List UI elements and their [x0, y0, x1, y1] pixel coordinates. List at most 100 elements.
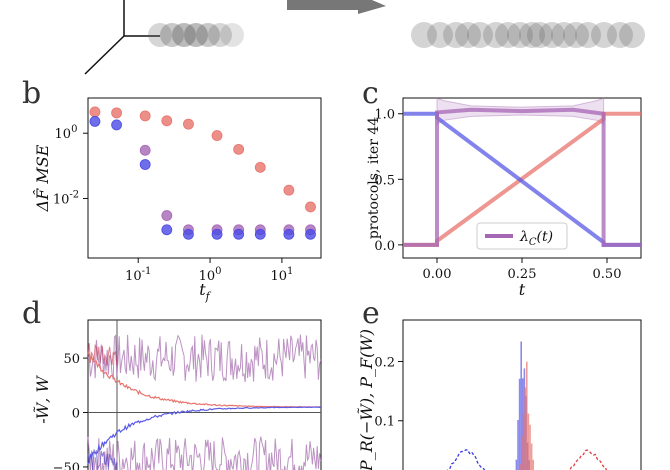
histogram-bar — [520, 341, 522, 470]
particle — [551, 22, 577, 48]
histogram-bar — [522, 413, 525, 470]
panel-a-fragment — [84, 0, 645, 75]
data-point — [161, 210, 173, 221]
histogram-bar — [515, 459, 518, 470]
particle — [455, 22, 481, 48]
particle — [160, 23, 184, 47]
particle — [575, 22, 601, 48]
data-point — [283, 184, 295, 196]
x-tick-label: 101 — [270, 266, 293, 284]
data-point — [89, 106, 101, 118]
particle — [495, 22, 521, 48]
histogram-bar — [521, 435, 523, 470]
histogram-bar — [527, 413, 530, 470]
particle — [427, 22, 453, 48]
particle — [607, 22, 633, 48]
histogram-bar — [529, 424, 531, 470]
histogram-bar — [530, 443, 533, 470]
histogram-bar — [517, 420, 519, 470]
arrow-right-icon — [287, 0, 386, 14]
distribution-curve — [447, 449, 486, 470]
data-point — [254, 228, 266, 240]
histogram-bar — [526, 361, 528, 470]
work-trace-forward — [87, 352, 321, 408]
y-tick-label: 10-2 — [53, 189, 79, 207]
x-tick-label: 0.50 — [593, 267, 622, 282]
work-trace — [87, 334, 322, 383]
y-tick-label: 0.0 — [374, 239, 395, 254]
histogram-bar — [524, 387, 526, 470]
panel-label-d: d — [22, 296, 41, 331]
y-tick-label: 1.0 — [374, 108, 395, 123]
particle — [148, 23, 172, 47]
particle — [591, 22, 617, 48]
data-point — [305, 228, 316, 240]
data-point — [183, 118, 194, 130]
work-trace-reverse — [87, 406, 321, 465]
particle — [467, 22, 493, 48]
data-point — [183, 228, 194, 240]
x-tick-label: 0.00 — [423, 267, 452, 282]
particle — [563, 22, 589, 48]
work-trace — [87, 449, 118, 470]
data-point — [89, 116, 101, 127]
data-point — [305, 201, 316, 213]
particle-cluster-right — [411, 22, 645, 48]
y-tick-label: 0.5 — [374, 173, 395, 188]
particle — [539, 22, 565, 48]
legend: λC(t) — [476, 222, 568, 250]
y-axis-label: ΔF̂ MSE — [33, 144, 52, 212]
y-tick-label: 0.1 — [374, 415, 395, 430]
particle — [527, 22, 553, 48]
y-tick-label: 0 — [72, 407, 80, 422]
particle — [196, 23, 220, 47]
particle — [619, 22, 645, 48]
work-trace — [87, 436, 322, 470]
panel-label-b: b — [22, 76, 41, 111]
y-axis-label: -W̃, W — [33, 375, 52, 424]
panel-label-e: e — [362, 296, 380, 331]
particle — [208, 23, 232, 47]
x-tick-label: 10-1 — [125, 266, 151, 284]
x-tick-label: 100 — [199, 266, 222, 284]
data-point — [111, 119, 122, 131]
data-point — [161, 224, 173, 236]
data-point — [139, 110, 151, 122]
histogram-bar — [519, 464, 522, 470]
particle — [220, 23, 244, 47]
histogram-bar — [518, 378, 521, 470]
y-axis-label: protocols, iter 44 — [366, 117, 382, 239]
particle — [443, 22, 469, 48]
data-point — [283, 228, 295, 240]
y-tick-label: 0.2 — [374, 355, 395, 370]
data-point — [233, 143, 245, 155]
data-point — [139, 144, 151, 156]
x-tick-label: 0.25 — [508, 267, 537, 282]
histogram-bar — [532, 459, 534, 470]
y-tick-label: 50 — [63, 352, 80, 367]
data-point — [161, 115, 173, 127]
panel-e-work-distributions: 0.2 0.1P_R(−W̃), P_F(W) — [357, 319, 642, 470]
legend-label: λC(t) — [519, 229, 553, 248]
particle-cluster-left — [148, 23, 244, 47]
panel-b-mse-plot: 10-1 100 101 100 10-2 tf ΔF̂ MSE — [33, 97, 322, 303]
data-point — [233, 228, 245, 240]
data-point — [211, 228, 223, 240]
y-tick-label: 100 — [55, 124, 78, 142]
protocol-line — [403, 107, 641, 247]
legend-box — [476, 222, 568, 250]
particle — [507, 22, 533, 48]
data-point — [139, 159, 151, 170]
work-trace — [87, 343, 118, 366]
panel-d-work-traces: 50 0 −50 -W̃, W — [33, 319, 322, 470]
particle — [184, 23, 208, 47]
panel-label-c: c — [362, 76, 379, 111]
data-point — [211, 130, 223, 141]
distribution-curve — [568, 449, 608, 470]
data-point — [254, 161, 266, 173]
particle — [483, 22, 509, 48]
particle — [411, 22, 437, 48]
panel-c-protocols-plot: 0.00 0.25 0.50 0.0 0.5 1.0 t protocols, iter 44… — [366, 97, 642, 299]
x-axis-label: t — [519, 280, 526, 299]
